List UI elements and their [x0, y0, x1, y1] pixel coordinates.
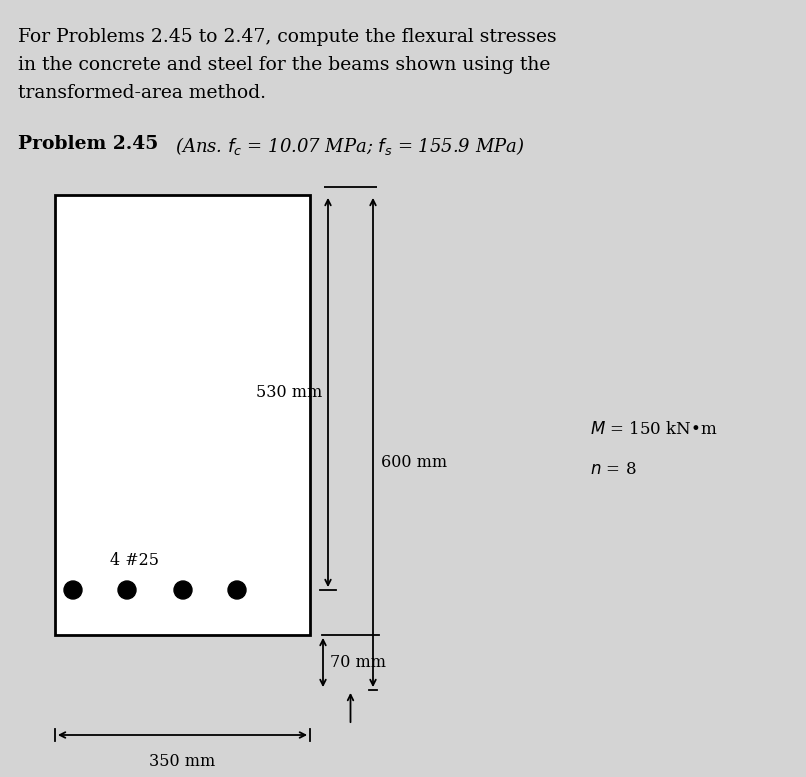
Text: Problem 2.45: Problem 2.45	[18, 135, 158, 153]
Text: 600 mm: 600 mm	[381, 454, 447, 471]
Text: 350 mm: 350 mm	[149, 753, 216, 770]
Bar	[55, 195, 310, 635]
Text: For Problems 2.45 to 2.47, compute the flexural stresses: For Problems 2.45 to 2.47, compute the f…	[18, 28, 557, 46]
Text: transformed-area method.: transformed-area method.	[18, 84, 266, 102]
Text: $n$ = 8: $n$ = 8	[590, 462, 637, 479]
Circle shape	[64, 581, 82, 599]
Text: 70 mm: 70 mm	[330, 654, 386, 671]
Circle shape	[228, 581, 246, 599]
Circle shape	[174, 581, 192, 599]
Text: in the concrete and steel for the beams shown using the: in the concrete and steel for the beams …	[18, 56, 550, 74]
Text: 4 #25: 4 #25	[110, 552, 159, 569]
Text: $M$ = 150 kN•m: $M$ = 150 kN•m	[590, 421, 717, 438]
Circle shape	[118, 581, 136, 599]
Text: (Ans. $f_c$ = 10.07 MPa; $f_s$ = 155.9 MPa): (Ans. $f_c$ = 10.07 MPa; $f_s$ = 155.9 M…	[175, 135, 525, 157]
Text: 530 mm: 530 mm	[256, 384, 322, 401]
